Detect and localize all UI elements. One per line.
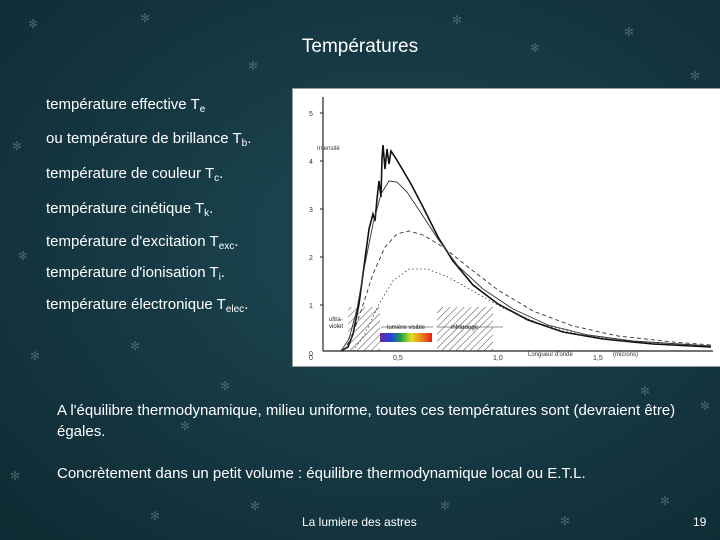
temperature-item-subscript: c <box>214 173 220 184</box>
temperature-item-subscript: exc <box>218 241 235 252</box>
temperature-item-subscript: i <box>218 272 221 283</box>
temperature-item-suffix: . <box>220 264 226 281</box>
temperature-item-suffix: . <box>209 200 214 217</box>
star-icon: ✻ <box>130 339 141 353</box>
star-icon: ✻ <box>12 139 23 153</box>
star-icon: ✻ <box>28 17 39 31</box>
temperature-item: température effective Te <box>46 96 205 115</box>
uv-label: violet <box>329 324 343 330</box>
star-icon: ✻ <box>140 11 151 25</box>
y-tick-label: 4 <box>309 159 313 166</box>
temperature-item: température cinétique Tk. <box>46 200 213 219</box>
blackbody-figure: 5 4 3 2 1 0 Intensité ultra- violet lumi… <box>292 88 720 367</box>
y-tick-label: 0 <box>309 351 313 358</box>
temperature-item-label: température électronique T <box>46 296 226 313</box>
x-tick-label: 1,5 <box>593 355 603 362</box>
ir-hatch <box>437 307 493 351</box>
uv-label: ultra- <box>329 317 343 323</box>
visible-label: lumière visible <box>387 325 426 331</box>
temperature-item-label: température d'excitation T <box>46 233 219 250</box>
temperature-item-label: température cinétique T <box>46 200 205 217</box>
temperature-item-suffix: . <box>219 165 224 182</box>
star-icon: ✻ <box>248 59 259 73</box>
star-icon: ✻ <box>440 499 451 513</box>
star-icon: ✻ <box>150 509 161 523</box>
temperature-item-label: température d'ionisation T <box>46 264 219 281</box>
x-tick-label: 0 <box>309 355 313 362</box>
visible-spectrum-bar <box>380 333 432 342</box>
y-ticks: 5 4 3 2 1 0 <box>309 111 323 358</box>
temperature-item-subscript: e <box>199 104 206 115</box>
star-icon: ✻ <box>700 399 711 413</box>
temperature-item-subscript: b <box>241 138 248 149</box>
temperature-item: température de couleur Tc. <box>46 165 223 184</box>
temperature-item-subscript: elec <box>225 304 245 315</box>
y-tick-label: 2 <box>309 255 313 262</box>
temperature-item-suffix: . <box>247 130 252 147</box>
temperature-item: ou température de brillance Tb. <box>46 130 251 149</box>
star-icon: ✻ <box>690 69 701 83</box>
star-icon: ✻ <box>452 13 463 27</box>
star-icon: ✻ <box>560 514 571 528</box>
uv-hatch <box>348 307 380 351</box>
equilibrium-paragraph: A l'équilibre thermodynamique, milieu un… <box>57 402 676 440</box>
y-tick-label: 1 <box>309 303 313 310</box>
blackbody-curve-dotted <box>352 268 712 352</box>
solar-spectrum-curve <box>340 144 712 352</box>
y-tick-label: 5 <box>309 111 313 118</box>
x-axis-unit: (microns) <box>613 352 638 358</box>
blackbody-curve-solid <box>340 180 712 352</box>
x-tick-label: 1,0 <box>493 355 503 362</box>
star-icon: ✻ <box>10 469 21 483</box>
y-axis-label: Intensité <box>317 146 340 152</box>
x-tick-label: 0,5 <box>393 355 403 362</box>
star-icon: ✻ <box>624 25 635 39</box>
temperature-item: température électronique Telec. <box>46 296 248 315</box>
slide-title: Températures <box>301 36 419 57</box>
temperature-item-label: ou température de brillance T <box>46 130 242 147</box>
star-icon: ✻ <box>18 249 29 263</box>
temperature-item-suffix: . <box>244 296 249 313</box>
x-axis-label: Longueur d'onde <box>528 352 574 358</box>
temperature-item-label: température de couleur T <box>46 165 215 182</box>
page-number: 19 <box>693 515 707 529</box>
star-icon: ✻ <box>180 419 191 433</box>
temperature-item-label: température effective T <box>46 96 200 113</box>
star-icon: ✻ <box>30 349 41 363</box>
star-icon: ✻ <box>660 494 671 508</box>
star-icon: ✻ <box>250 499 261 513</box>
footer-title: La lumière des astres <box>302 515 417 529</box>
star-icon: ✻ <box>640 384 651 398</box>
blackbody-curve-dashed <box>342 230 712 352</box>
star-icon: ✻ <box>530 41 541 55</box>
temperature-item: température d'ionisation Ti. <box>46 264 225 283</box>
temperature-item-subscript: k <box>204 208 210 219</box>
etl-paragraph: Concrètement dans un petit volume : équi… <box>57 465 586 482</box>
y-tick-label: 3 <box>309 207 313 214</box>
temperature-item: température d'excitation Texc. <box>46 233 238 252</box>
temperature-item-suffix: . <box>234 233 239 250</box>
star-icon: ✻ <box>220 379 231 393</box>
ir-label: infrarouge <box>451 325 479 331</box>
